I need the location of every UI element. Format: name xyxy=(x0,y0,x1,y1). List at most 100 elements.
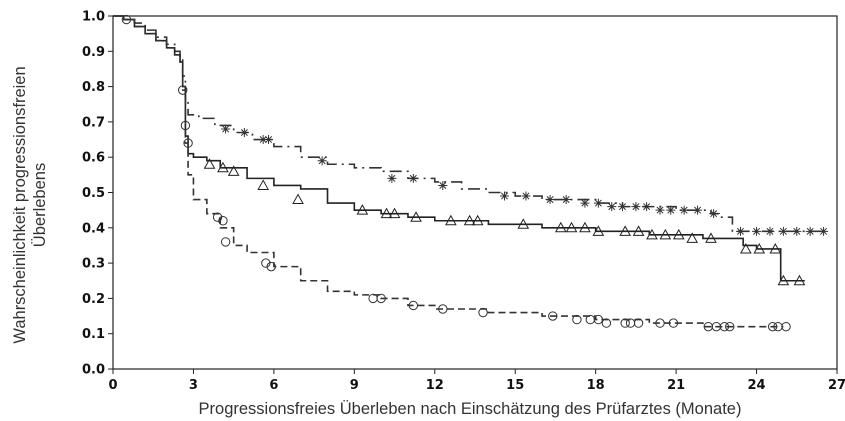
censor-mark-triangle xyxy=(356,204,369,215)
y-tick-label: 0.6 xyxy=(82,151,105,166)
censor-mark-star xyxy=(607,202,617,212)
y-axis-title: Wahrscheinlichkeit progressionsfreien Üb… xyxy=(11,66,49,343)
x-tick-label: 9 xyxy=(350,378,359,393)
x-tick-label: 21 xyxy=(667,378,685,393)
censor-mark-triangle xyxy=(753,242,766,254)
censor-mark-triangle xyxy=(217,161,229,173)
censor-mark-triangle xyxy=(565,221,578,233)
censor-mark-star xyxy=(709,209,719,219)
censor-mark-circle xyxy=(438,304,448,314)
x-tick-label: 6 xyxy=(269,378,278,393)
censor-mark-triangle xyxy=(686,232,699,243)
censor-mark-star xyxy=(593,198,603,208)
censor-mark-star xyxy=(580,198,590,208)
censor-mark-triangle xyxy=(445,214,457,226)
y-axis-title-line-2: Überlebens xyxy=(31,163,49,247)
censor-mark-circle xyxy=(601,318,612,328)
censor-mark-circle xyxy=(218,216,228,226)
censor-mark-star xyxy=(655,205,665,215)
censor-mark-star xyxy=(631,202,641,212)
censor-mark-circle xyxy=(261,258,271,268)
y-tick-label: 0.7 xyxy=(82,115,105,130)
censor-mark-triangle xyxy=(579,221,591,233)
x-axis-title: Progressionsfreies Überleben nach Einsch… xyxy=(199,400,742,418)
censor-mark-triangle xyxy=(380,207,393,219)
y-tick-label: 0.0 xyxy=(82,363,105,378)
censor-mark-triangle xyxy=(203,158,216,169)
censor-mark-triangle xyxy=(410,211,422,222)
censor-mark-circle xyxy=(178,85,188,95)
censor-mark-star xyxy=(735,226,745,236)
y-tick-label: 0.1 xyxy=(82,327,105,342)
censor-mark-circle xyxy=(266,261,276,272)
censor-mark-star xyxy=(805,226,815,236)
censor-mark-star xyxy=(666,205,676,215)
censor-mark-triangle xyxy=(592,225,605,236)
y-tick-label: 0.5 xyxy=(82,186,105,201)
censor-mark-circle xyxy=(548,311,558,321)
censor-mark-star xyxy=(693,205,703,215)
censor-mark-star xyxy=(617,202,627,212)
y-tick-label: 0.4 xyxy=(82,221,105,236)
censor-mark-circle xyxy=(376,293,386,304)
censor-mark-triangle xyxy=(292,193,304,205)
censor-mark-star xyxy=(438,180,448,190)
censor-mark-circle xyxy=(572,314,582,325)
censor-mark-star xyxy=(679,205,689,215)
plot-frame xyxy=(112,15,838,370)
series-line-dash-dot xyxy=(113,15,824,233)
censor-mark-triangle xyxy=(619,225,632,236)
y-tick-label: 0.2 xyxy=(82,292,105,307)
y-tick-label: 1.0 xyxy=(82,10,105,25)
x-tick-label: 3 xyxy=(189,378,198,393)
censor-mark-circle xyxy=(408,300,419,311)
censor-mark-triangle xyxy=(388,207,401,219)
censor-mark-circle xyxy=(767,321,778,332)
censor-mark-circle xyxy=(212,212,223,222)
censor-mark-circle xyxy=(180,120,191,131)
axis-ticks: 0 3 6 9 12 15 18 21 24 27 0.0 0.1 0.2 0.3 0.4 0.5 0.6 0.7… xyxy=(82,10,845,394)
censor-mark-triangle xyxy=(777,274,790,286)
censor-mark-circle xyxy=(655,318,665,328)
series-line-dashed xyxy=(113,15,784,328)
censor-mark-circle xyxy=(719,321,730,332)
censor-mark-circle xyxy=(620,318,630,328)
x-tick-label: 0 xyxy=(108,378,117,393)
censor-mark-circle xyxy=(220,237,231,247)
x-tick-label: 12 xyxy=(426,378,444,393)
censor-mark-star xyxy=(387,173,397,183)
censor-mark-triangle xyxy=(554,221,567,233)
censor-mark-star xyxy=(561,195,571,205)
censor-mark-triangle xyxy=(471,214,484,226)
censor-mark-star xyxy=(264,135,274,145)
censor-mark-circle xyxy=(725,321,735,332)
y-tick-label: 0.9 xyxy=(82,45,105,60)
y-axis-title-line-1: Wahrscheinlichkeit progressionsfreien xyxy=(11,66,29,343)
censor-mark-circle xyxy=(478,307,488,318)
censor-mark-star xyxy=(317,156,327,166)
censor-mark-star xyxy=(765,226,775,236)
censor-mark-star xyxy=(521,191,531,201)
censor-mark-circle xyxy=(633,318,644,328)
censor-mark-triangle xyxy=(739,242,752,254)
censor-mark-star xyxy=(239,127,249,137)
censor-mark-star xyxy=(778,226,788,236)
censor-mark-triangle xyxy=(463,214,476,226)
censor-mark-star xyxy=(792,226,802,236)
censor-mark-circle xyxy=(183,138,193,148)
censor-mark-star xyxy=(819,226,829,236)
x-tick-label: 27 xyxy=(828,378,845,393)
censor-mark-star xyxy=(642,202,652,212)
series-dash-dot xyxy=(113,15,829,236)
series-dashed xyxy=(113,14,791,332)
censor-mark-star xyxy=(408,173,418,183)
x-tick-label: 24 xyxy=(748,378,766,393)
censor-mark-triangle xyxy=(672,228,685,240)
censor-mark-star xyxy=(545,195,555,205)
x-tick-label: 15 xyxy=(506,378,524,393)
series-layer xyxy=(113,14,829,332)
censor-mark-circle xyxy=(121,14,132,25)
censor-mark-triangle xyxy=(257,179,270,190)
censor-mark-triangle xyxy=(632,225,645,236)
